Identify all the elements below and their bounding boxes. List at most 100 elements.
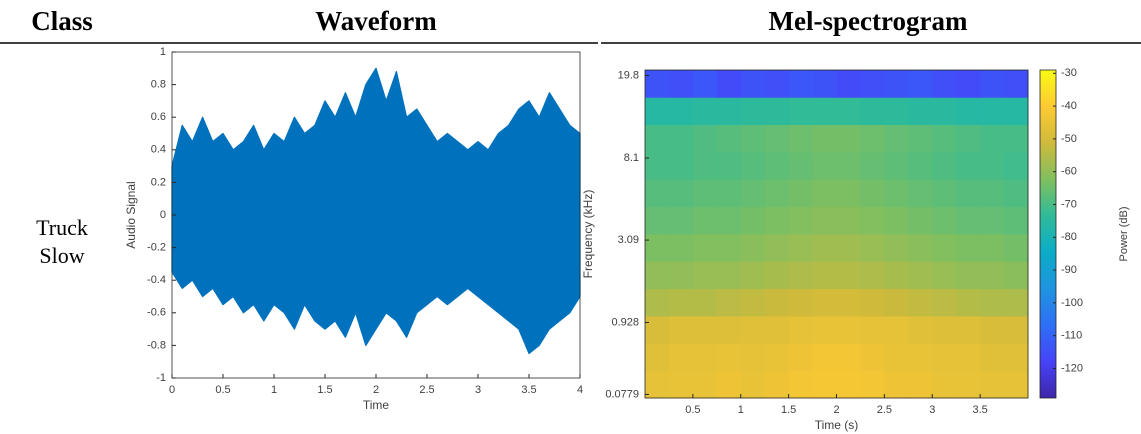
x-tick-label: 0.5 <box>215 384 230 396</box>
rule-gap <box>598 41 601 45</box>
heatmap-cell <box>764 151 790 180</box>
heatmap-cell <box>645 370 670 399</box>
x-tick-label: 3.5 <box>972 404 987 416</box>
heatmap-cell <box>908 315 933 344</box>
y-tick-label: 3.09 <box>618 234 639 246</box>
heatmap-cell <box>668 124 694 153</box>
heatmap-cell <box>740 206 766 235</box>
heatmap-cell <box>836 97 861 126</box>
heatmap-cell <box>788 261 813 290</box>
x-tick-label: 2 <box>833 404 839 416</box>
heatmap-cell <box>645 288 670 317</box>
heatmap-cell <box>645 97 670 126</box>
heatmap-cell <box>1004 124 1029 153</box>
y-tick-label: 0.2 <box>151 176 166 188</box>
heatmap-cell <box>740 151 766 180</box>
heatmap-cell <box>1004 206 1029 235</box>
x-tick-label: 1.5 <box>317 384 332 396</box>
heatmap-cell <box>692 206 718 235</box>
x-tick-label: 4 <box>577 384 583 396</box>
heatmap-cell <box>812 70 837 98</box>
heatmap-cell <box>812 261 837 290</box>
heatmap-cell <box>884 315 909 344</box>
heatmap-cell <box>860 179 885 208</box>
x-tick-label: 3.5 <box>521 384 536 396</box>
heatmap-cell <box>788 151 813 180</box>
heatmap-cell <box>812 315 837 344</box>
heatmap-cell <box>884 370 909 399</box>
heatmap-cell <box>1004 288 1029 317</box>
colorbar-label: Power (dB) <box>1118 206 1130 261</box>
heatmap-cell <box>740 288 766 317</box>
heatmap-cell <box>668 370 694 399</box>
heatmap-cell <box>645 179 670 208</box>
heatmap-cell <box>836 179 861 208</box>
x-tick-label: 1 <box>271 384 277 396</box>
heatmap-cell <box>812 370 837 399</box>
heatmap-cell <box>645 261 670 290</box>
heatmap-cell <box>884 124 909 153</box>
heatmap-cell <box>812 288 837 317</box>
heatmap-cell <box>692 179 718 208</box>
heatmap-cell <box>764 70 790 98</box>
heatmap-cell <box>1004 343 1029 372</box>
heatmap-cell <box>812 124 837 153</box>
heatmap-cell <box>788 343 813 372</box>
heatmap-cell <box>908 151 933 180</box>
heatmap-cell <box>860 288 885 317</box>
x-tick-label: 1.5 <box>781 404 796 416</box>
heatmap-cell <box>788 206 813 235</box>
y-tick-label: 19.8 <box>618 69 639 81</box>
heatmap-cell <box>812 206 837 235</box>
heatmap-cell <box>716 70 742 98</box>
heatmap-cell <box>716 97 742 126</box>
heatmap-cell <box>716 315 742 344</box>
heatmap-cell <box>645 151 670 180</box>
heatmap-cell <box>860 151 885 180</box>
heatmap-cell <box>788 233 813 262</box>
heatmap-cell <box>908 97 933 126</box>
heatmap-cell <box>932 206 957 235</box>
heatmap-cell <box>740 233 766 262</box>
heatmap-cell <box>860 70 885 98</box>
x-tick-label: 3 <box>929 404 935 416</box>
heatmap-cell <box>692 370 718 399</box>
heatmap-cell <box>668 70 694 98</box>
heatmap-cell <box>980 315 1005 344</box>
colorbar-tick-label: -60 <box>1061 166 1077 178</box>
heatmap-cell <box>764 343 790 372</box>
heatmap-cell <box>884 97 909 126</box>
heatmap-cell <box>668 97 694 126</box>
heatmap-cell <box>812 97 837 126</box>
x-tick-label: 0.5 <box>685 404 700 416</box>
heatmap-cell <box>1004 70 1029 98</box>
y-tick-label: 0 <box>160 209 166 221</box>
heatmap-cell <box>908 343 933 372</box>
heatmap-cell <box>956 70 981 98</box>
y-axis-label: Audio Signal <box>124 181 138 248</box>
heatmap-cell <box>692 151 718 180</box>
heatmap-cell <box>980 233 1005 262</box>
heatmap-cell <box>836 206 861 235</box>
heatmap-cell <box>932 261 957 290</box>
heatmap-cell <box>956 261 981 290</box>
heatmap-cell <box>860 343 885 372</box>
heatmap-cell <box>764 315 790 344</box>
x-axis-label: Time (s) <box>815 418 859 432</box>
y-tick-label: -0.6 <box>147 307 166 319</box>
heatmap-cell <box>884 261 909 290</box>
heatmap-cell <box>956 124 981 153</box>
heatmap-cell <box>908 179 933 208</box>
heatmap-cell <box>980 124 1005 153</box>
heatmap-cell <box>956 288 981 317</box>
heatmap-cell <box>860 233 885 262</box>
y-tick-label: -1 <box>156 372 166 384</box>
heatmap-cell <box>812 343 837 372</box>
heatmap-cell <box>692 343 718 372</box>
heatmap-cell <box>668 315 694 344</box>
heatmap-cell <box>645 124 670 153</box>
heatmap-cell <box>932 343 957 372</box>
heatmap-cell <box>740 261 766 290</box>
heatmap-cell <box>668 151 694 180</box>
